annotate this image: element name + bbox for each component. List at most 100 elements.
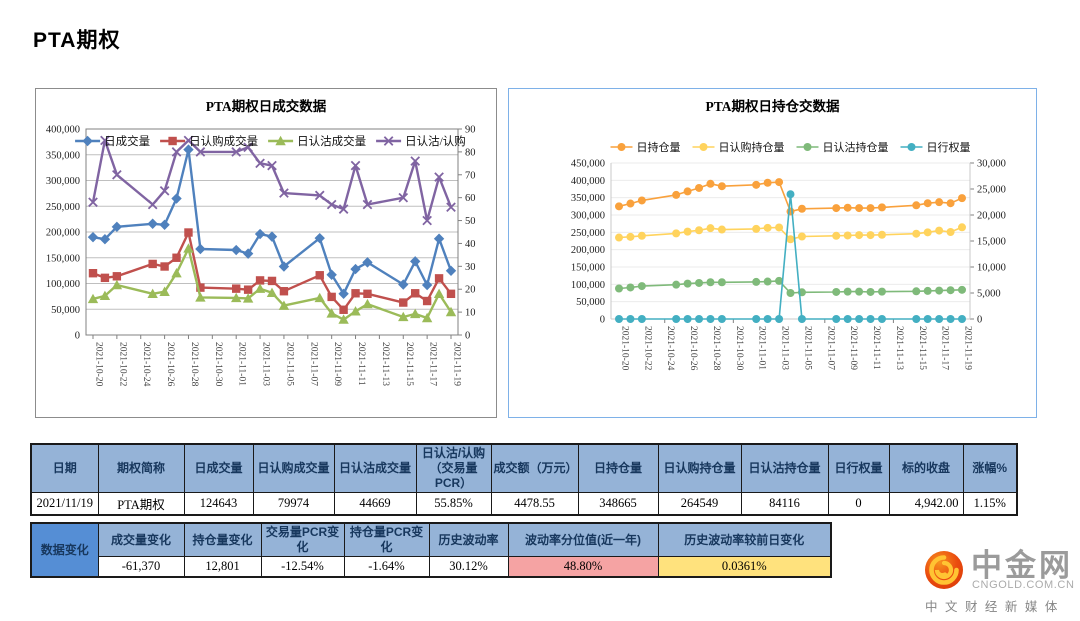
svg-text:日成交量: 日成交量 xyxy=(104,134,150,148)
svg-text:90: 90 xyxy=(465,125,476,136)
svg-text:50,000: 50,000 xyxy=(51,305,80,316)
svg-text:400,000: 400,000 xyxy=(46,125,80,136)
table-cell: 48.80% xyxy=(507,556,659,578)
page-title: PTA期权 xyxy=(33,29,121,52)
svg-text:30: 30 xyxy=(465,262,476,273)
brand-name: 中金网 xyxy=(971,548,1073,583)
svg-text:0: 0 xyxy=(600,315,605,326)
svg-text:日认沽持仓量: 日认沽持仓量 xyxy=(823,140,889,154)
column-header: 标的收盘 xyxy=(888,443,964,493)
svg-text:日行权量: 日行权量 xyxy=(927,141,971,154)
svg-text:25,000: 25,000 xyxy=(977,185,1006,196)
svg-text:80: 80 xyxy=(465,147,476,158)
table-cell: 2021/11/19 xyxy=(30,492,99,516)
column-header: 交易量PCR变化 xyxy=(260,522,345,557)
svg-text:2021-10-30: 2021-10-30 xyxy=(734,326,744,371)
column-header: 历史波动率 xyxy=(428,522,509,557)
column-header: 日认沽成交量 xyxy=(333,443,417,493)
svg-text:400,000: 400,000 xyxy=(571,176,605,187)
table-cell: 0.0361% xyxy=(657,556,832,578)
daily-stats-table: 日期 期权简称 日成交量 日认购成交量 日认沽成交量 日认沽/认购（交易量PCR） 成交额（… xyxy=(30,443,1018,516)
column-header: 历史波动率较前日变化 xyxy=(657,522,832,557)
svg-text:250,000: 250,000 xyxy=(46,202,80,213)
svg-text:日认购持仓量: 日认购持仓量 xyxy=(719,140,785,154)
svg-text:2021-10-26: 2021-10-26 xyxy=(688,326,698,371)
svg-text:2021-11-07: 2021-11-07 xyxy=(308,342,318,386)
table-cell: 55.85% xyxy=(415,492,492,516)
svg-text:2021-11-19: 2021-11-19 xyxy=(452,342,462,386)
table-cell: 264549 xyxy=(657,492,742,516)
daily-oi-svg: 0 50,000 100,000 150,000 200,000 250,000 300,0… xyxy=(571,98,1006,371)
column-header: 涨幅% xyxy=(962,443,1018,493)
table-cell: 1.15% xyxy=(962,492,1018,516)
svg-text:2021-11-15: 2021-11-15 xyxy=(917,326,927,370)
table-cell: -61,370 xyxy=(97,556,185,578)
svg-text:2021-10-28: 2021-10-28 xyxy=(711,326,721,371)
column-header: 日认沽持仓量 xyxy=(740,443,829,493)
table-cell: 30.12% xyxy=(428,556,509,578)
column-header: 成交额（万元） xyxy=(490,443,579,493)
svg-text:150,000: 150,000 xyxy=(46,253,80,264)
svg-text:300,000: 300,000 xyxy=(46,176,80,187)
column-header: 持仓量PCR变化 xyxy=(343,522,430,557)
svg-text:100,000: 100,000 xyxy=(571,280,605,291)
svg-text:2021-10-24: 2021-10-24 xyxy=(665,326,675,371)
table-cell: PTA期权 xyxy=(97,492,185,516)
daily-trade-svg: 0 50,000 100,000 150,000 200,000 250,000 300,0… xyxy=(46,98,476,387)
column-header: 日持仓量 xyxy=(577,443,659,493)
svg-text:日认沽/认购: 日认沽/认购 xyxy=(405,134,466,148)
table-row: 2021/11/19 PTA期权 124643 79974 44669 55.85% 447… xyxy=(30,492,1018,516)
svg-text:0: 0 xyxy=(465,331,470,342)
svg-text:40: 40 xyxy=(465,239,476,250)
svg-text:50: 50 xyxy=(465,216,476,227)
svg-text:日持仓量: 日持仓量 xyxy=(637,140,681,154)
data-change-table: 数据变化 成交量变化 持仓量变化 交易量PCR变化 持仓量PCR变化 历史波动率 波动率分位… xyxy=(30,522,832,578)
svg-text:日认购成交量: 日认购成交量 xyxy=(189,134,258,148)
table-row: -61,370 12,801 -12.54% -1.64% 30.12% 48.80% 0.… xyxy=(31,556,832,578)
daily-trade-volume-chart: 0 50,000 100,000 150,000 200,000 250,000 300,0… xyxy=(35,88,497,418)
column-header: 波动率分位值(近一年) xyxy=(507,522,659,557)
svg-text:2021-11-11: 2021-11-11 xyxy=(871,326,881,370)
svg-text:2021-11-19: 2021-11-19 xyxy=(963,326,973,370)
svg-text:200,000: 200,000 xyxy=(46,228,80,239)
svg-text:250,000: 250,000 xyxy=(571,228,605,239)
svg-text:350,000: 350,000 xyxy=(571,193,605,204)
svg-text:2021-11-03: 2021-11-03 xyxy=(780,326,790,370)
column-header: 期权简称 xyxy=(97,443,185,493)
svg-text:日认沽成交量: 日认沽成交量 xyxy=(297,134,366,148)
svg-text:50,000: 50,000 xyxy=(576,297,605,308)
svg-text:2021-11-01: 2021-11-01 xyxy=(757,326,767,370)
table-cell: 0 xyxy=(827,492,890,516)
table-cell: 12,801 xyxy=(183,556,262,578)
brand-logo: 中金网 CNGOLD.COM.CN 中 文 财 经 新 媒 体 xyxy=(916,546,1074,618)
svg-text:2021-10-20: 2021-10-20 xyxy=(94,342,104,387)
svg-text:2021-11-09: 2021-11-09 xyxy=(332,342,342,386)
svg-text:10: 10 xyxy=(465,308,476,319)
svg-text:2021-10-30: 2021-10-30 xyxy=(213,342,223,387)
svg-text:2021-11-11: 2021-11-11 xyxy=(356,342,366,386)
svg-text:2021-11-01: 2021-11-01 xyxy=(237,342,247,386)
row-group-label: 数据变化 xyxy=(30,522,99,578)
svg-text:2021-11-15: 2021-11-15 xyxy=(404,342,414,386)
column-header: 日期 xyxy=(30,443,99,493)
svg-text:2021-10-20: 2021-10-20 xyxy=(620,326,630,371)
svg-text:100,000: 100,000 xyxy=(46,279,80,290)
svg-text:200,000: 200,000 xyxy=(571,245,605,256)
brand-domain: CNGOLD.COM.CN xyxy=(972,579,1075,591)
svg-text:300,000: 300,000 xyxy=(571,211,605,222)
svg-text:2021-11-17: 2021-11-17 xyxy=(428,342,438,386)
svg-text:2021-11-09: 2021-11-09 xyxy=(848,326,858,370)
svg-text:0: 0 xyxy=(977,315,982,326)
svg-text:2021-10-28: 2021-10-28 xyxy=(189,342,199,387)
brand-tagline: 中 文 财 经 新 媒 体 xyxy=(925,600,1060,614)
svg-text:350,000: 350,000 xyxy=(46,150,80,161)
svg-text:2021-11-05: 2021-11-05 xyxy=(802,326,812,370)
svg-text:2021-10-24: 2021-10-24 xyxy=(141,342,151,387)
svg-text:30,000: 30,000 xyxy=(977,159,1006,170)
column-header: 持仓量变化 xyxy=(183,522,262,557)
svg-text:450,000: 450,000 xyxy=(571,159,605,170)
svg-text:2021-11-17: 2021-11-17 xyxy=(940,326,950,370)
svg-text:2021-10-22: 2021-10-22 xyxy=(117,342,127,387)
table-cell: -1.64% xyxy=(343,556,430,578)
